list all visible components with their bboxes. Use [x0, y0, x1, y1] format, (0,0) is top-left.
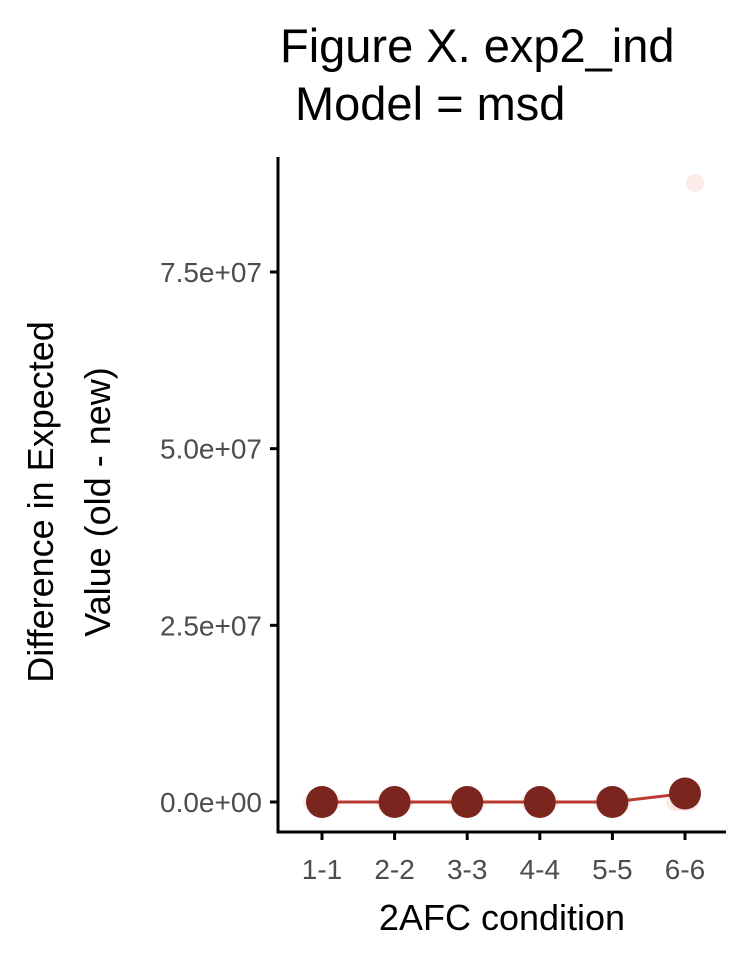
chart-title: Figure X. exp2_ind Model = msd	[280, 19, 675, 130]
series-point	[523, 786, 556, 818]
series-point	[378, 786, 411, 818]
series-layer	[306, 777, 701, 818]
series-point	[451, 786, 484, 818]
axes	[276, 157, 726, 834]
individual-point	[686, 173, 704, 192]
y-tick-label: 2.5e+07	[160, 610, 262, 641]
y-axis-title-line-2: Value (old - new)	[77, 367, 118, 636]
individual-points	[303, 173, 704, 811]
y-tick-label: 7.5e+07	[160, 257, 262, 288]
y-ticks: 0.0e+00 2.5e+07 5.0e+07 7.5e+07	[160, 257, 278, 818]
x-tick-label: 6-6	[665, 854, 705, 885]
y-axis-title: Difference in Expected Value (old - new)	[20, 321, 118, 683]
x-tick-label: 2-2	[374, 854, 414, 885]
y-tick-label: 5.0e+07	[160, 434, 262, 465]
x-tick-label: 5-5	[592, 854, 632, 885]
series-point	[669, 777, 701, 810]
chart-title-line-2: Model = msd	[295, 77, 565, 130]
series-point	[306, 786, 338, 818]
series-point	[596, 786, 629, 818]
series-line	[322, 792, 686, 804]
x-tick-label: 3-3	[447, 854, 487, 885]
y-tick-label: 0.0e+00	[160, 787, 262, 818]
chart-title-line-1: Figure X. exp2_ind	[280, 19, 675, 72]
y-axis-title-line-1: Difference in Expected	[20, 321, 61, 683]
x-tick-label: 1-1	[302, 854, 342, 885]
x-ticks: 1-1 2-2 3-3 4-4 5-5 6-6	[302, 832, 705, 885]
x-tick-label: 4-4	[520, 854, 560, 885]
x-axis-title: 2AFC condition	[379, 897, 625, 938]
